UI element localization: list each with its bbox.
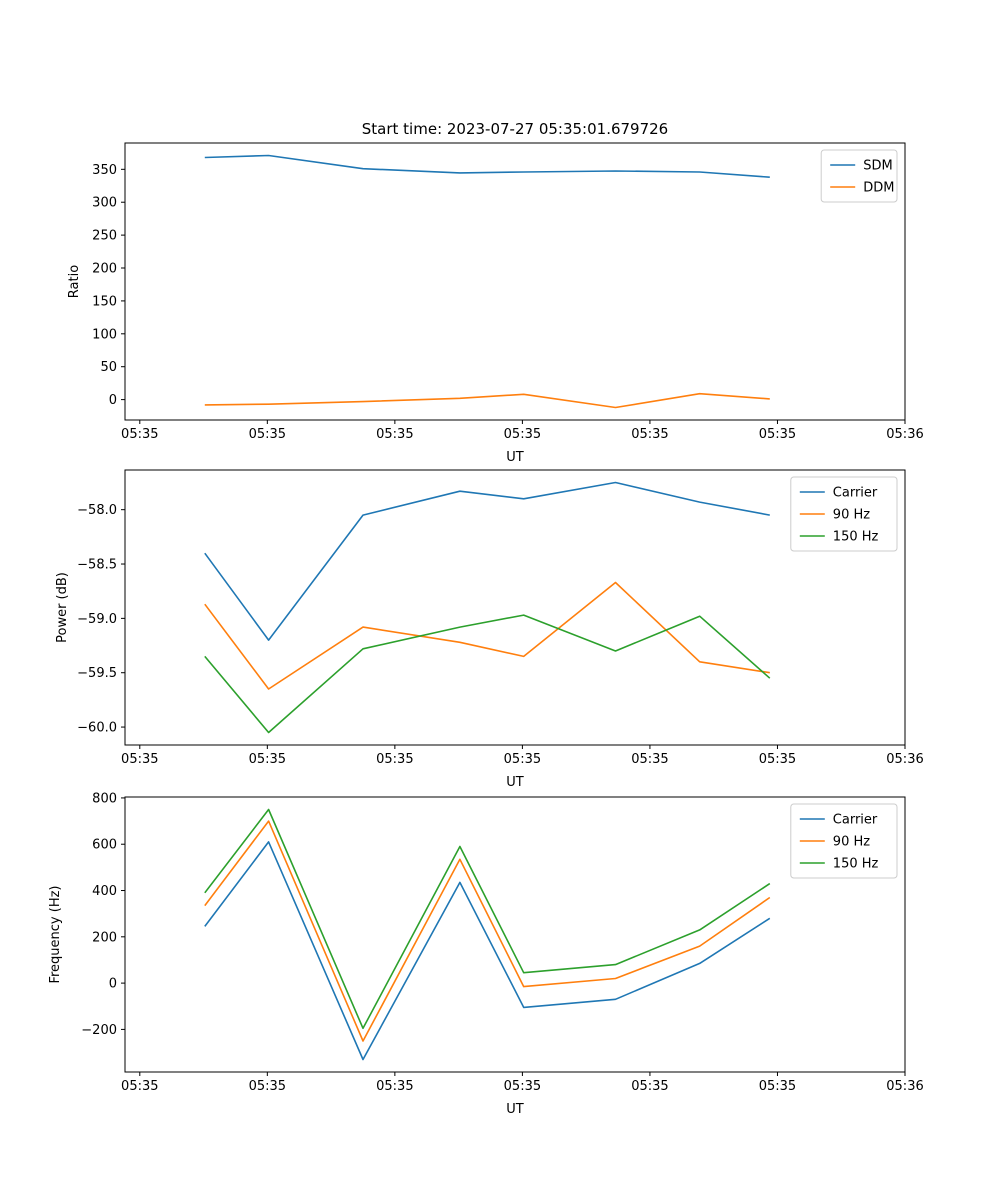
legend-label: 150 Hz [833, 857, 879, 872]
x-tick-label: 05:35 [376, 427, 413, 442]
legend-label: Carrier [833, 486, 878, 501]
y-tick-label: 400 [92, 884, 117, 899]
y-tick-label: 200 [92, 262, 117, 277]
x-tick-label: 05:35 [759, 1079, 796, 1094]
y-tick-label: 0 [109, 977, 117, 992]
y-tick-label: 200 [92, 930, 117, 945]
x-tick-label: 05:35 [631, 1079, 668, 1094]
x-tick-label: 05:35 [504, 1079, 541, 1094]
x-tick-label: 05:35 [249, 1079, 286, 1094]
legend-label: 150 Hz [833, 530, 879, 545]
legend-box [790, 476, 898, 552]
legend-label: 90 Hz [833, 508, 870, 523]
x-tick-label: 05:35 [504, 752, 541, 767]
x-axis-label: UT [506, 450, 524, 465]
x-axis-label: UT [506, 1102, 524, 1117]
axes-frame [124, 142, 906, 421]
y-tick-label: −59.5 [77, 666, 117, 681]
y-tick-label: −60.0 [77, 721, 117, 736]
x-tick-label: 05:35 [759, 752, 796, 767]
x-tick-label: 05:36 [886, 1079, 923, 1094]
x-tick-label: 05:35 [759, 427, 796, 442]
x-tick-label: 05:35 [504, 427, 541, 442]
series-line-carrier [204, 841, 771, 1061]
y-tick-label: 50 [100, 360, 117, 375]
x-tick-label: 05:35 [121, 427, 158, 442]
legend-label: DDM [863, 181, 894, 196]
y-tick-label: 800 [92, 791, 117, 806]
x-tick-label: 05:35 [249, 427, 286, 442]
series-line-150-hz [204, 614, 771, 734]
y-axis-label: Power (dB) [55, 572, 70, 643]
x-tick-label: 05:36 [886, 427, 923, 442]
y-tick-label: 600 [92, 838, 117, 853]
y-tick-label: 0 [109, 393, 117, 408]
series-line-carrier [204, 481, 770, 641]
legend-label: SDM [863, 159, 892, 174]
x-tick-label: 05:35 [121, 752, 158, 767]
y-axis-label: Frequency (Hz) [48, 885, 63, 983]
y-axis-label: Ratio [67, 265, 82, 298]
series-line-90-hz [204, 820, 771, 1042]
series-line-sdm [204, 154, 770, 178]
axes-frame [124, 469, 906, 746]
y-tick-label: 250 [92, 229, 117, 244]
legend-label: 90 Hz [833, 835, 870, 850]
x-tick-label: 05:36 [886, 752, 923, 767]
x-tick-label: 05:35 [249, 752, 286, 767]
y-tick-label: 150 [92, 294, 117, 309]
chart-title: Start time: 2023-07-27 05:35:01.679726 [362, 120, 668, 138]
y-tick-label: −59.0 [77, 612, 117, 627]
y-tick-label: 100 [92, 327, 117, 342]
series-line-ddm [204, 392, 770, 409]
legend-box [820, 149, 898, 203]
y-tick-label: −58.5 [77, 558, 117, 573]
y-tick-label: −200 [81, 1023, 117, 1038]
x-tick-label: 05:35 [631, 427, 668, 442]
legend-box [790, 803, 898, 879]
legend-label: Carrier [833, 813, 878, 828]
y-tick-label: −58.0 [77, 503, 117, 518]
x-tick-label: 05:35 [376, 1079, 413, 1094]
axes-frame [124, 796, 906, 1073]
x-tick-label: 05:35 [631, 752, 668, 767]
x-axis-label: UT [506, 775, 524, 790]
y-tick-label: 300 [92, 196, 117, 211]
x-tick-label: 05:35 [376, 752, 413, 767]
y-tick-label: 350 [92, 163, 117, 178]
series-line-90-hz [204, 581, 770, 690]
series-line-150-hz [204, 808, 771, 1030]
x-tick-label: 05:35 [121, 1079, 158, 1094]
